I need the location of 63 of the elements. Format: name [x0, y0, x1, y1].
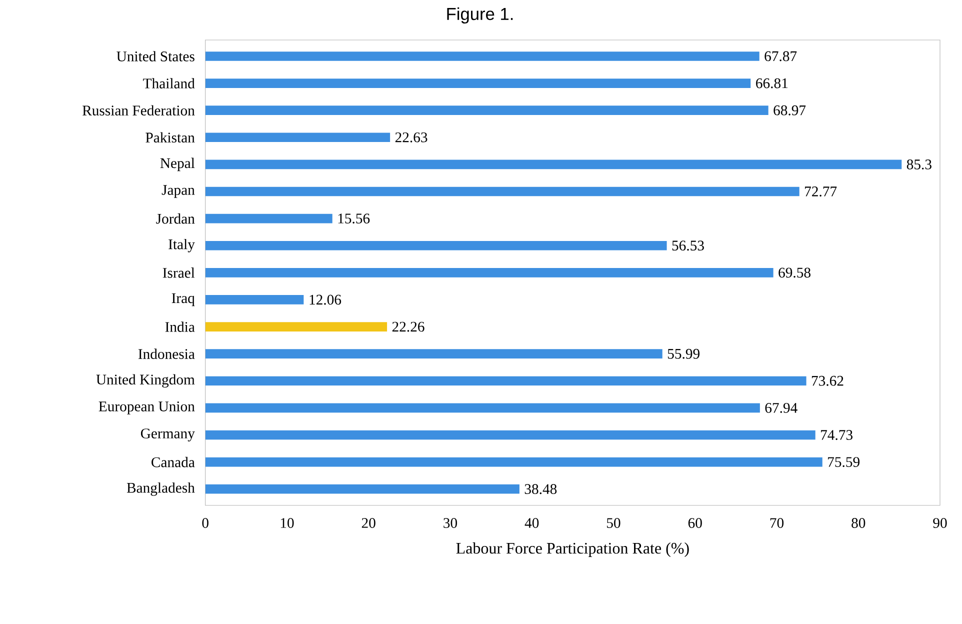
- y-tick-label: Nepal: [160, 158, 195, 172]
- data-label: 67.87: [764, 51, 797, 62]
- data-label: 15.56: [338, 214, 370, 224]
- y-tick-label: India: [165, 322, 195, 332]
- y-tick-label: Italy: [168, 238, 195, 252]
- bar: [205, 186, 800, 196]
- data-label: 22.26: [392, 322, 424, 332]
- data-label: 38.48: [524, 484, 557, 494]
- data-label: 55.99: [668, 348, 700, 359]
- x-tick-label: 0: [202, 518, 208, 528]
- y-tick-label: United Kingdom: [96, 374, 195, 388]
- x-tick-label: 30: [444, 518, 457, 528]
- bar: [205, 349, 662, 358]
- y-tick-label: Pakistan: [146, 132, 195, 143]
- y-tick-label: Indonesia: [138, 348, 195, 359]
- chart-title: Figure 1.: [447, 7, 513, 24]
- bar: [205, 376, 806, 386]
- x-tick-label: 90: [933, 518, 947, 528]
- y-tick-label: Bangladesh: [126, 482, 195, 496]
- x-tick-label: 70: [770, 518, 784, 528]
- bar: [205, 214, 332, 224]
- bar: [205, 160, 902, 170]
- data-label: 85.3: [906, 159, 932, 170]
- bar: [205, 403, 760, 413]
- y-tick-label: Russian Federation: [82, 105, 195, 116]
- y-tick-label: Israel: [162, 268, 195, 278]
- bar: [205, 240, 667, 250]
- data-label: 75.59: [828, 457, 860, 468]
- y-tick-label: Thailand: [143, 78, 195, 88]
- y-tick-label: Japan: [162, 185, 195, 198]
- bar: [205, 484, 520, 494]
- x-tick-label: 60: [688, 518, 702, 528]
- x-axis-title: Labour Force Participation Rate (%): [456, 542, 689, 557]
- bar: [205, 78, 751, 88]
- bar: [205, 322, 388, 332]
- x-tick-label: 20: [362, 518, 376, 528]
- y-tick-label: Canada: [152, 456, 195, 468]
- bar: [205, 295, 304, 304]
- bar: [205, 457, 822, 467]
- x-tick-label: 10: [280, 518, 294, 528]
- y-tick-label: European Union: [98, 402, 195, 414]
- data-label: 66.81: [756, 78, 788, 88]
- bar: [205, 52, 760, 61]
- bar: [205, 106, 768, 116]
- data-label: 67.94: [765, 402, 798, 413]
- data-label: 12.06: [310, 294, 342, 305]
- data-label: 74.73: [821, 430, 852, 440]
- data-label: 73.62: [812, 376, 844, 386]
- data-label: 68.97: [774, 105, 806, 116]
- y-tick-label: United States: [116, 51, 194, 62]
- bar: [205, 132, 390, 142]
- data-label: 22.63: [395, 132, 428, 142]
- bar: [205, 430, 816, 440]
- bar: [205, 268, 774, 278]
- data-label: 72.77: [805, 186, 837, 196]
- y-tick-label: Iraq: [172, 293, 195, 306]
- y-tick-label: Jordan: [156, 213, 195, 224]
- x-tick-label: 40: [524, 518, 539, 528]
- data-label: 56.53: [672, 240, 704, 251]
- x-tick-label: 80: [852, 518, 866, 528]
- x-tick-label: 50: [607, 518, 620, 528]
- y-tick-label: Germany: [140, 428, 195, 442]
- data-label: 69.58: [778, 268, 810, 278]
